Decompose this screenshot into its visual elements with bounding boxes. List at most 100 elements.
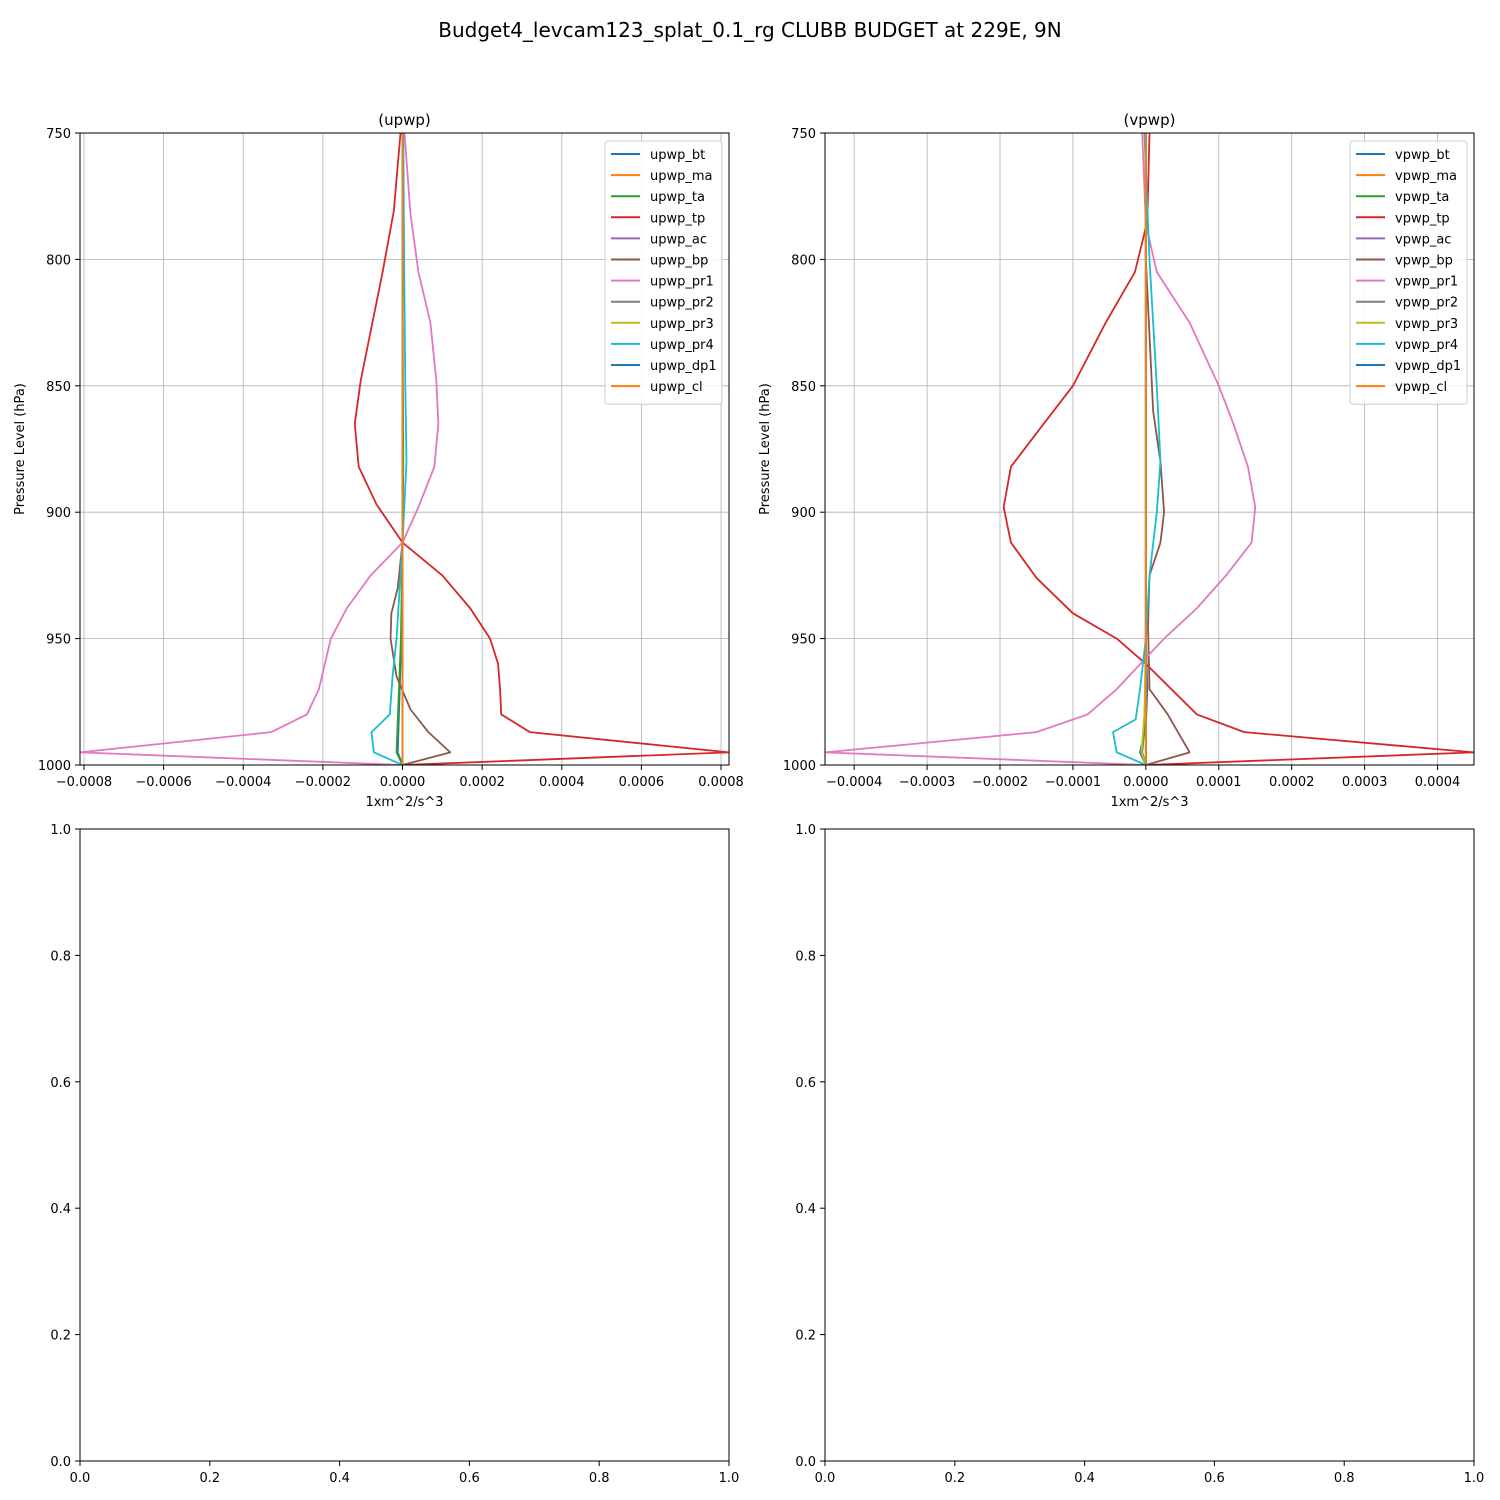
x-tick-label: 0.2 — [199, 1471, 220, 1486]
y-tick-label: 0.0 — [795, 1455, 816, 1470]
legend-label: vpwp_bp — [1395, 254, 1453, 269]
y-axis-label: Pressure Level (hPa) — [13, 383, 28, 515]
legend-label: vpwp_pr1 — [1395, 275, 1458, 290]
legend-label: vpwp_pr4 — [1395, 338, 1458, 353]
x-tick-label: −0.0003 — [899, 775, 955, 790]
y-tick-label: 800 — [46, 253, 71, 268]
legend: vpwp_bt vpwp_ma vpwp_ta vpwp_tp vpwp_ac vpwp_… — [1349, 140, 1468, 405]
y-tick-label: 950 — [46, 633, 71, 648]
y-tick-label: 0.6 — [50, 1076, 71, 1091]
legend: upwp_bt upwp_ma upwp_ta upwp_tp upwp_ac upwp_… — [604, 140, 723, 405]
legend-label: vpwp_ac — [1395, 232, 1451, 247]
x-axis-label: 1xm^2/s^3 — [1110, 795, 1188, 810]
y-tick-label: 1.0 — [795, 823, 816, 838]
axes-frame — [79, 828, 730, 1462]
subplot-2: −0.0004 −0.0003 −0.0002 −0.0001 0.0000 0.0001… — [758, 111, 1475, 810]
x-tick-label: 1.0 — [1464, 1471, 1485, 1486]
legend-box — [1349, 140, 1468, 405]
y-tick-label: 1000 — [783, 759, 816, 774]
legend-label: vpwp_tp — [1395, 211, 1450, 226]
y-tick-label: 0.4 — [50, 1202, 71, 1217]
legend-label: vpwp_bt — [1395, 148, 1450, 163]
y-tick-label: 0.0 — [50, 1455, 71, 1470]
y-tick-label: 0.6 — [795, 1076, 816, 1091]
subplot-3: 0.0 0.2 0.4 0.6 0.8 1.0 0.0 0.2 0.4 0.6 0.8 1.0 — [50, 823, 739, 1486]
x-tick-label: 0.6 — [1204, 1471, 1225, 1486]
series-line-vpwp_tp — [1002, 133, 1474, 765]
x-axis-label: 1xm^2/s^3 — [365, 795, 443, 810]
x-tick-label: −0.0002 — [972, 775, 1028, 790]
legend-label: upwp_pr2 — [650, 296, 714, 311]
y-tick-label: 0.8 — [795, 949, 816, 964]
subplot-1: −0.0008 −0.0006 −0.0004 −0.0002 0.0000 0.0002… — [13, 111, 744, 810]
x-tick-label: 0.4 — [329, 1471, 350, 1486]
legend-label: vpwp_cl — [1395, 380, 1447, 395]
legend-label: upwp_bp — [650, 254, 708, 269]
y-tick-label: 950 — [791, 633, 816, 648]
y-tick-label: 850 — [46, 380, 71, 395]
x-tick-label: −0.0004 — [826, 775, 882, 790]
x-tick-label: 0.0004 — [539, 775, 585, 790]
legend-label: vpwp_dp1 — [1395, 359, 1461, 374]
y-tick-label: 850 — [791, 380, 816, 395]
axes-frame — [824, 132, 1475, 766]
y-tick-label: 800 — [791, 253, 816, 268]
y-tick-label: 0.8 — [50, 949, 71, 964]
legend-label: vpwp_pr2 — [1395, 296, 1458, 311]
x-tick-label: 0.0002 — [459, 775, 505, 790]
legend-label: upwp_ma — [650, 169, 713, 184]
legend-label: upwp_ac — [650, 232, 707, 247]
y-tick-label: 0.4 — [795, 1202, 816, 1217]
legend-label: upwp_pr4 — [650, 338, 714, 353]
y-tick-label: 0.2 — [50, 1329, 71, 1344]
series-line-upwp_tp — [353, 133, 729, 765]
legend-label: upwp_cl — [650, 380, 703, 395]
y-tick-label: 750 — [791, 127, 816, 142]
x-tick-label: 0.0 — [815, 1471, 836, 1486]
y-axis-label: Pressure Level (hPa) — [758, 383, 773, 515]
series-line-vpwp_pr1 — [825, 133, 1257, 765]
axes-frame — [79, 132, 730, 766]
x-tick-label: 0.0004 — [1415, 775, 1461, 790]
x-tick-label: 0.0002 — [1269, 775, 1315, 790]
y-tick-label: 900 — [791, 506, 816, 521]
x-tick-label: 0.6 — [459, 1471, 480, 1486]
x-tick-label: 1.0 — [719, 1471, 740, 1486]
subplot-4: 0.0 0.2 0.4 0.6 0.8 1.0 0.0 0.2 0.4 0.6 0.8 1.0 — [795, 823, 1484, 1486]
x-tick-label: −0.0004 — [215, 775, 271, 790]
x-tick-label: −0.0002 — [295, 775, 351, 790]
legend-label: upwp_ta — [650, 190, 705, 205]
series-line-vpwp_pr4 — [1112, 133, 1162, 765]
legend-label: upwp_tp — [650, 211, 705, 226]
x-tick-label: −0.0006 — [135, 775, 191, 790]
legend-label: upwp_pr1 — [650, 275, 714, 290]
x-tick-label: 0.0001 — [1196, 775, 1242, 790]
axes-frame — [824, 828, 1475, 1462]
series-line-vpwp_bp — [1144, 133, 1191, 765]
x-tick-label: 0.0006 — [619, 775, 665, 790]
x-tick-label: 0.4 — [1074, 1471, 1095, 1486]
series-group — [80, 133, 729, 765]
y-tick-label: 1000 — [38, 759, 71, 774]
x-tick-label: 0.0008 — [698, 775, 744, 790]
x-tick-label: 0.2 — [944, 1471, 965, 1486]
figure-title: Budget4_levcam123_splat_0.1_rg CLUBB BUD… — [438, 18, 1061, 42]
legend-label: vpwp_pr3 — [1395, 317, 1458, 332]
subplot-grid: −0.0008 −0.0006 −0.0004 −0.0002 0.0000 0.0002… — [13, 111, 1484, 1486]
legend-label: vpwp_ta — [1395, 190, 1449, 205]
legend-label: vpwp_ma — [1395, 169, 1457, 184]
y-tick-label: 1.0 — [50, 823, 71, 838]
series-line-upwp_pr4 — [370, 133, 408, 765]
series-line-upwp_pr1 — [80, 133, 440, 765]
legend-label: upwp_bt — [650, 148, 705, 163]
legend-label: upwp_dp1 — [650, 359, 717, 374]
x-tick-label: −0.0008 — [56, 775, 112, 790]
x-tick-label: −0.0001 — [1045, 775, 1101, 790]
subplot-title: (vpwp) — [1124, 111, 1176, 129]
x-tick-label: 0.0003 — [1342, 775, 1388, 790]
y-tick-label: 0.2 — [795, 1329, 816, 1344]
x-tick-label: 0.0 — [70, 1471, 91, 1486]
x-tick-label: 0.0000 — [1123, 775, 1169, 790]
legend-label: upwp_pr3 — [650, 317, 714, 332]
